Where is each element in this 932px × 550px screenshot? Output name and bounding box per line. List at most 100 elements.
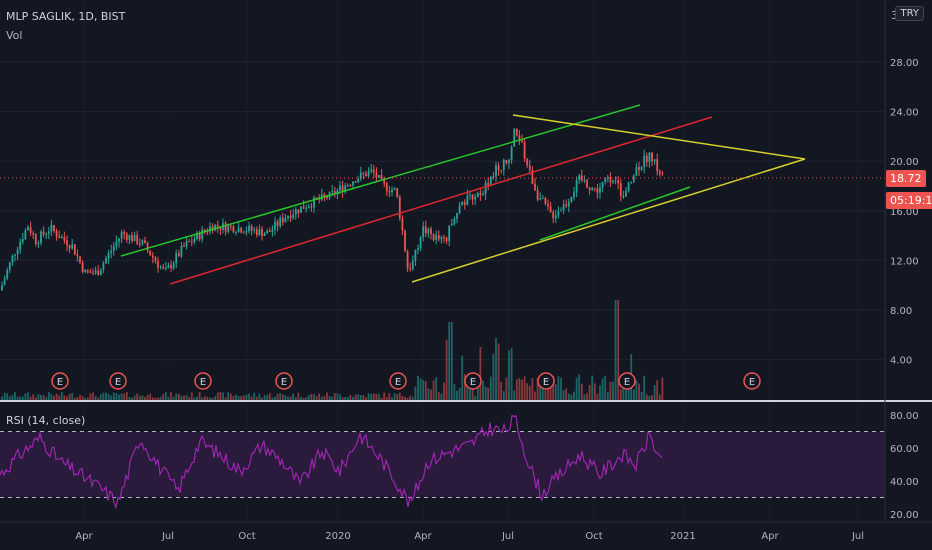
volume-bar — [458, 387, 461, 400]
candle-body — [307, 206, 310, 209]
volume-bar — [367, 393, 370, 400]
candle-body — [435, 235, 438, 240]
price-axis-labels[interactable]: 4.00 8.00 12.00 16.00 20.00 24.00 28.00 — [890, 58, 919, 367]
candle-body — [120, 232, 123, 239]
volume-bar — [190, 392, 193, 400]
earnings-marker[interactable]: E — [275, 372, 293, 390]
earnings-marker[interactable]: E — [537, 372, 555, 390]
volume-bar — [424, 381, 427, 400]
yellow-triangle-upper-line[interactable] — [512, 114, 806, 160]
earnings-marker[interactable]: E — [109, 372, 127, 390]
volume-bar — [237, 395, 240, 400]
volume-bar — [183, 395, 185, 400]
volume-bar — [331, 396, 334, 400]
candle-body — [24, 230, 27, 240]
candle-body — [630, 181, 633, 183]
volume-bar — [328, 396, 331, 400]
earnings-marker[interactable]: E — [194, 372, 212, 390]
volume-bar — [245, 394, 248, 400]
earnings-marker[interactable]: E — [464, 372, 482, 390]
earnings-marker[interactable]: E — [743, 372, 761, 390]
volume-bar — [79, 395, 81, 400]
candle-body — [398, 196, 401, 219]
volume-bar — [201, 397, 204, 400]
panel-separator[interactable] — [0, 400, 932, 402]
volume-bar — [136, 393, 139, 400]
price-tick-label: 24.00 — [890, 108, 919, 119]
volume-bar — [352, 396, 354, 400]
volume-bar — [578, 374, 581, 400]
volume-bar — [502, 391, 505, 400]
green-lower-support-line[interactable] — [539, 186, 691, 241]
volume-bar — [97, 397, 100, 400]
volume-bar — [635, 380, 638, 400]
volume-bar — [437, 391, 440, 400]
candle-body — [146, 243, 149, 251]
volume-bar — [554, 384, 557, 400]
rsi-legend[interactable]: RSI (14, close) — [6, 414, 86, 427]
candle-body — [482, 194, 484, 196]
volume-bar — [552, 376, 555, 400]
candle-body — [458, 205, 461, 213]
candle-body — [378, 175, 380, 178]
volume-bar — [242, 395, 245, 400]
candle-body — [79, 256, 81, 263]
candle-body — [469, 194, 471, 196]
volume-bar — [523, 376, 526, 400]
rsi-tick-label: 40.00 — [890, 477, 919, 488]
volume-bar — [209, 397, 211, 400]
volume-bar — [175, 393, 178, 400]
yellow-triangle-lower-line[interactable] — [411, 158, 806, 283]
candle-body — [276, 221, 279, 226]
volume-bar — [640, 391, 643, 400]
candle-body — [500, 169, 503, 171]
volume-bar — [287, 396, 289, 400]
earnings-marker[interactable]: E — [618, 372, 636, 390]
symbol-legend[interactable]: MLP SAGLIK, 1D, BIST — [6, 10, 126, 23]
volume-bar — [591, 375, 594, 400]
candle-body — [635, 167, 638, 176]
volume-bar — [294, 397, 297, 400]
volume-bar — [417, 375, 419, 400]
volume-bar — [658, 394, 661, 400]
volume-bar — [580, 383, 583, 400]
green-channel-upper-line[interactable] — [120, 104, 641, 257]
volume-bar — [120, 393, 123, 400]
candle-body — [268, 230, 271, 232]
candle-body — [190, 241, 193, 243]
trendline-drawings[interactable] — [120, 104, 806, 285]
candle-body — [526, 158, 529, 166]
time-tick-label: Jul — [851, 531, 864, 542]
candle-body — [300, 206, 302, 213]
candle-body — [614, 180, 617, 182]
volume-bar — [89, 393, 92, 400]
volume-bar — [45, 397, 48, 400]
earnings-letter: E — [470, 377, 476, 388]
candle-body — [414, 250, 417, 261]
candle-body — [396, 188, 399, 197]
earnings-letter: E — [749, 377, 755, 388]
candle-body — [495, 165, 497, 177]
candle-body — [297, 209, 300, 213]
time-axis-labels[interactable]: Apr Jul Oct 2020 Apr Jul Oct 2021 Apr Jul — [75, 531, 864, 542]
candle-body — [612, 180, 614, 183]
candle-body — [409, 268, 412, 270]
volume-bar — [27, 392, 29, 400]
earnings-marker[interactable]: E — [51, 372, 69, 390]
volume-bar — [94, 395, 97, 400]
candle-body — [560, 210, 562, 212]
volume-bar — [14, 392, 16, 400]
candle-body — [357, 178, 360, 183]
volume-bar — [378, 394, 380, 400]
rsi-axis-labels[interactable]: 20.00 40.00 60.00 80.00 — [890, 411, 919, 521]
currency-button[interactable]: TRY — [895, 6, 924, 21]
earnings-circle — [618, 372, 636, 390]
candle-body — [645, 155, 648, 162]
red-channel-lower-line[interactable] — [169, 116, 713, 285]
candle-body — [341, 185, 344, 192]
earnings-marker[interactable]: E — [389, 372, 407, 390]
price-tick-label: 8.00 — [890, 306, 912, 317]
volume-legend[interactable]: Vol — [6, 29, 23, 42]
